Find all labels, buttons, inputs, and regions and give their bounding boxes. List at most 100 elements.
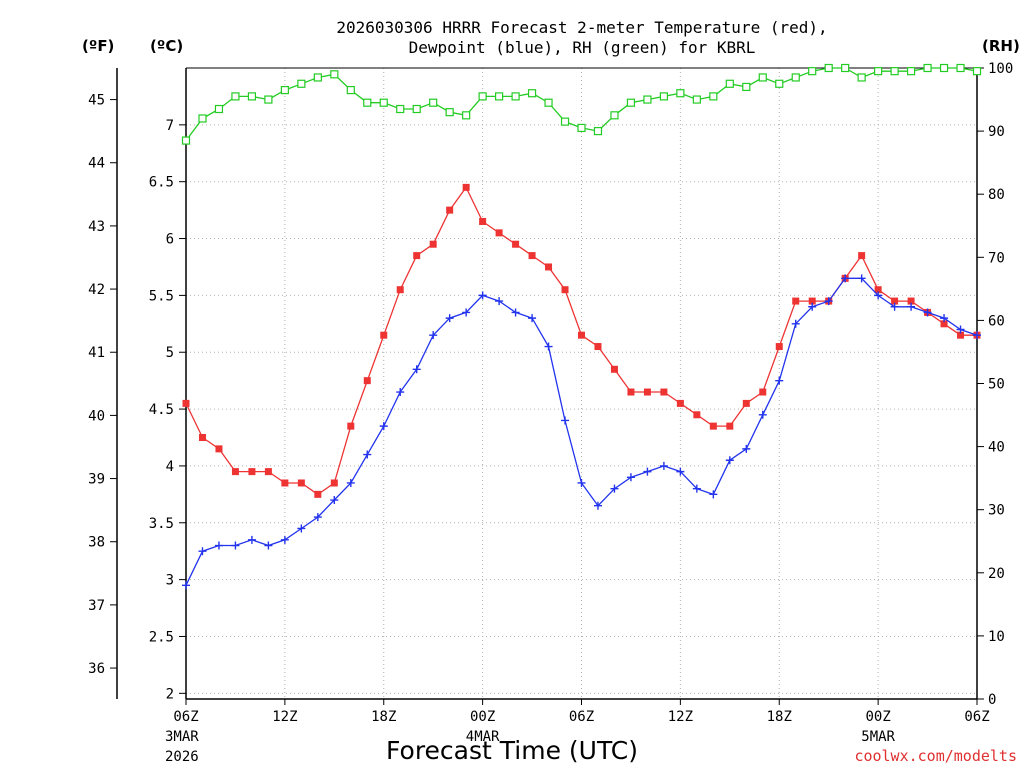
temperature-point: [742, 399, 750, 407]
rh-point: [775, 79, 784, 88]
rh-point: [280, 85, 289, 95]
fahrenheit-tick-label: 44: [88, 156, 105, 172]
rh-point: [544, 98, 553, 107]
dewpoint-point: [956, 325, 965, 334]
rh-tick-label: 40: [988, 440, 1005, 456]
dewpoint-point: [907, 302, 916, 311]
rh-point: [527, 89, 537, 98]
rh-tick-label: 90: [988, 124, 1005, 140]
celsius-tick-label: 3: [166, 573, 174, 589]
x-date-label: 3MAR: [165, 729, 199, 745]
dewpoint-point: [247, 535, 256, 544]
rh-point: [758, 73, 767, 82]
dewpoint-point: [363, 450, 372, 459]
dewpoint-point: [264, 541, 273, 550]
rh-point: [181, 136, 191, 145]
dewpoint-point: [511, 308, 520, 317]
dewpoint-point: [346, 478, 355, 487]
rh-point: [709, 92, 718, 101]
temperature-point: [907, 297, 915, 305]
dewpoint-point: [379, 422, 388, 431]
fahrenheit-tick-label: 45: [88, 93, 105, 109]
dewpoint-point: [313, 513, 322, 522]
temperature-point: [380, 331, 388, 339]
dewpoint-point: [610, 484, 619, 493]
temperature-point: [891, 297, 899, 305]
temperature-point: [594, 343, 602, 351]
temperature-point: [512, 240, 520, 248]
rh-point: [330, 70, 339, 79]
rh-point: [511, 92, 520, 101]
dewpoint-point: [643, 467, 652, 476]
celsius-tick-label: 5.5: [149, 288, 174, 304]
rh-point: [972, 67, 982, 76]
fahrenheit-tick-label: 37: [88, 598, 105, 614]
dewpoint-point: [808, 302, 817, 311]
fahrenheit-unit-label: (ºF): [82, 37, 114, 55]
series-group: [181, 63, 982, 590]
temperature-point: [396, 286, 404, 294]
rh-point: [231, 92, 240, 101]
fahrenheit-tick-label: 40: [88, 408, 105, 424]
rh-point: [808, 67, 817, 76]
dewpoint-point: [495, 297, 504, 306]
rh-point: [313, 73, 322, 82]
x-tick-label: 12Z: [668, 709, 693, 725]
fahrenheit-tick-label: 38: [88, 535, 105, 551]
dewpoint-point: [198, 547, 207, 556]
rh-point: [346, 85, 355, 95]
temperature-point: [182, 399, 190, 407]
x-date-label: 5MAR: [861, 729, 895, 745]
x-tick-label: 00Z: [470, 709, 495, 725]
dewpoint-point: [297, 524, 306, 533]
rh-point: [577, 123, 586, 133]
temperature-point: [561, 286, 569, 294]
rh-point: [462, 111, 471, 120]
rh-point: [725, 79, 734, 88]
rh-tick-label: 30: [988, 503, 1005, 519]
temperature-point: [726, 422, 734, 430]
dewpoint-point: [890, 302, 899, 311]
temperature-point: [413, 252, 421, 260]
dewpoint-point: [478, 291, 487, 300]
temperature-point: [215, 445, 223, 453]
temperature-point: [693, 411, 701, 419]
dewpoint-point: [791, 319, 800, 328]
temperature-point: [792, 297, 800, 305]
temperature-point: [759, 388, 767, 396]
celsius-tick-label: 2: [166, 686, 174, 702]
dewpoint-point: [214, 541, 223, 550]
rh-point: [363, 98, 372, 107]
dewpoint-point: [445, 314, 454, 323]
credit-label: coolwx.com/modelts: [854, 747, 1017, 765]
temperature-point: [314, 490, 322, 498]
x-tick-label: 18Z: [371, 709, 396, 725]
rh-tick-label: 80: [988, 187, 1005, 203]
rh-point: [610, 111, 619, 120]
chart-title-line2: Dewpoint (blue), RH (green) for KBRL: [409, 38, 756, 57]
rh-point: [923, 63, 932, 73]
dewpoint-point: [280, 535, 289, 544]
temperature-point: [610, 365, 618, 373]
rh-tick-label: 10: [988, 629, 1005, 645]
dewpoint-point: [462, 308, 471, 317]
temperature-point: [528, 252, 536, 260]
x-tick-label: 00Z: [865, 709, 890, 725]
temperature-point: [198, 434, 206, 442]
celsius-tick-label: 6.5: [149, 175, 174, 191]
temperature-point: [660, 388, 668, 396]
rh-point: [429, 98, 438, 107]
x-year-label: 2026: [165, 749, 199, 765]
dewpoint-point: [758, 410, 767, 419]
dewpoint-point: [841, 274, 850, 283]
celsius-tick-label: 3.5: [149, 516, 174, 532]
dewpoint-point: [396, 388, 405, 397]
temperature-point: [281, 479, 289, 487]
temperature-point: [940, 320, 948, 328]
rh-point: [412, 104, 421, 114]
dewpoint-point: [742, 444, 751, 453]
temperature-point: [363, 377, 371, 385]
temperature-point: [676, 399, 684, 407]
fahrenheit-tick-label: 41: [88, 345, 105, 361]
rh-point: [956, 63, 965, 73]
